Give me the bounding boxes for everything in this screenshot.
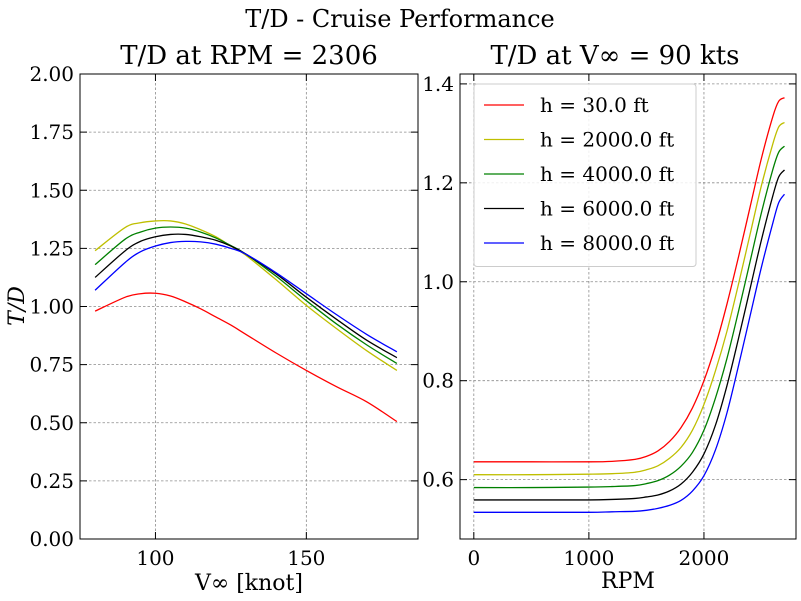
left-plot-frame bbox=[79, 73, 419, 540]
left-y-tick-label: 1.75 bbox=[29, 120, 74, 144]
right-x-tick-label: 2000 bbox=[678, 546, 729, 570]
right-series-line-h-8000-0-ft bbox=[473, 193, 786, 513]
left-plot-title: T/D at RPM = 2306 bbox=[120, 41, 378, 71]
legend-label-h-4000-0-ft: h = 4000.0 ft bbox=[540, 162, 674, 186]
left-plot-series bbox=[94, 219, 398, 423]
right-plot-series bbox=[473, 97, 786, 513]
left-y-tick-label: 0.75 bbox=[29, 353, 74, 377]
left-y-tick-label: 1.00 bbox=[29, 295, 74, 319]
right-y-tick-label: 1.2 bbox=[422, 171, 454, 195]
legend-label-h-2000-0-ft: h = 2000.0 ft bbox=[540, 128, 674, 152]
left-series-line-h-6000-0-ft bbox=[94, 233, 398, 359]
right-series-line-h-2000-0-ft bbox=[473, 121, 785, 476]
right-plot-frame bbox=[459, 73, 797, 540]
right-x-tick-label: 1000 bbox=[563, 546, 614, 570]
left-series-line-h-2000-0-ft bbox=[94, 219, 398, 371]
legend-label-h-8000-0-ft: h = 8000.0 ft bbox=[540, 231, 674, 255]
left-series-line-h-8000-0-ft bbox=[94, 240, 398, 353]
right-y-tick-label: 0.6 bbox=[422, 468, 454, 492]
right-series-line-h-30-0-ft bbox=[473, 97, 785, 463]
left-y-tick-label: 0.00 bbox=[29, 527, 74, 551]
left-y-tick-label: 0.50 bbox=[29, 411, 74, 435]
legend-label-h-30-0-ft: h = 30.0 ft bbox=[540, 93, 649, 117]
left-plot-panel: T/D at RPM = 2306 100 150 0.00 0.25 0.50 0.75… bbox=[5, 41, 419, 596]
left-y-tick-label: 2.00 bbox=[29, 62, 74, 86]
right-y-tick-label: 1.4 bbox=[422, 72, 454, 96]
left-series-line-h-4000-0-ft bbox=[94, 226, 398, 365]
left-plot-ticks: 100 150 0.00 0.25 0.50 0.75 1.00 1.25 1.50 1.75 2.… bbox=[29, 62, 418, 570]
right-series-line-h-6000-0-ft bbox=[473, 169, 785, 501]
right-plot-ticks: 0 1000 2000 0.6 0.8 1.0 1.2 1.4 bbox=[422, 72, 796, 570]
right-series-line-h-4000-0-ft bbox=[473, 145, 785, 489]
legend-label-h-6000-0-ft: h = 6000.0 ft bbox=[540, 197, 674, 221]
left-plot-grid bbox=[80, 74, 418, 539]
left-plot-ylabel: T/D bbox=[5, 286, 30, 326]
left-x-tick-label: 150 bbox=[287, 546, 325, 570]
right-plot-panel: T/D at V∞ = 90 kts 0 1000 2000 0.6 0.8 1.0 1.2… bbox=[422, 41, 797, 594]
right-plot-title: T/D at V∞ = 90 kts bbox=[490, 41, 739, 71]
left-series-line-h-30-0-ft bbox=[94, 292, 398, 423]
legend-box bbox=[473, 83, 697, 267]
right-x-tick-label: 0 bbox=[467, 546, 480, 570]
figure-suptitle: T/D - Cruise Performance bbox=[245, 5, 555, 33]
left-plot-xlabel: V∞ [knot] bbox=[194, 571, 303, 596]
right-y-tick-label: 0.8 bbox=[422, 369, 454, 393]
right-plot-legend: h = 30.0 ft h = 2000.0 ft h = 4000.0 ft h =… bbox=[473, 83, 697, 267]
left-y-tick-label: 1.25 bbox=[29, 236, 74, 260]
right-plot-xlabel: RPM bbox=[601, 569, 655, 594]
left-y-tick-label: 0.25 bbox=[29, 469, 74, 493]
left-y-tick-label: 1.50 bbox=[29, 178, 74, 202]
left-x-tick-label: 100 bbox=[136, 546, 174, 570]
right-y-tick-label: 1.0 bbox=[422, 270, 454, 294]
